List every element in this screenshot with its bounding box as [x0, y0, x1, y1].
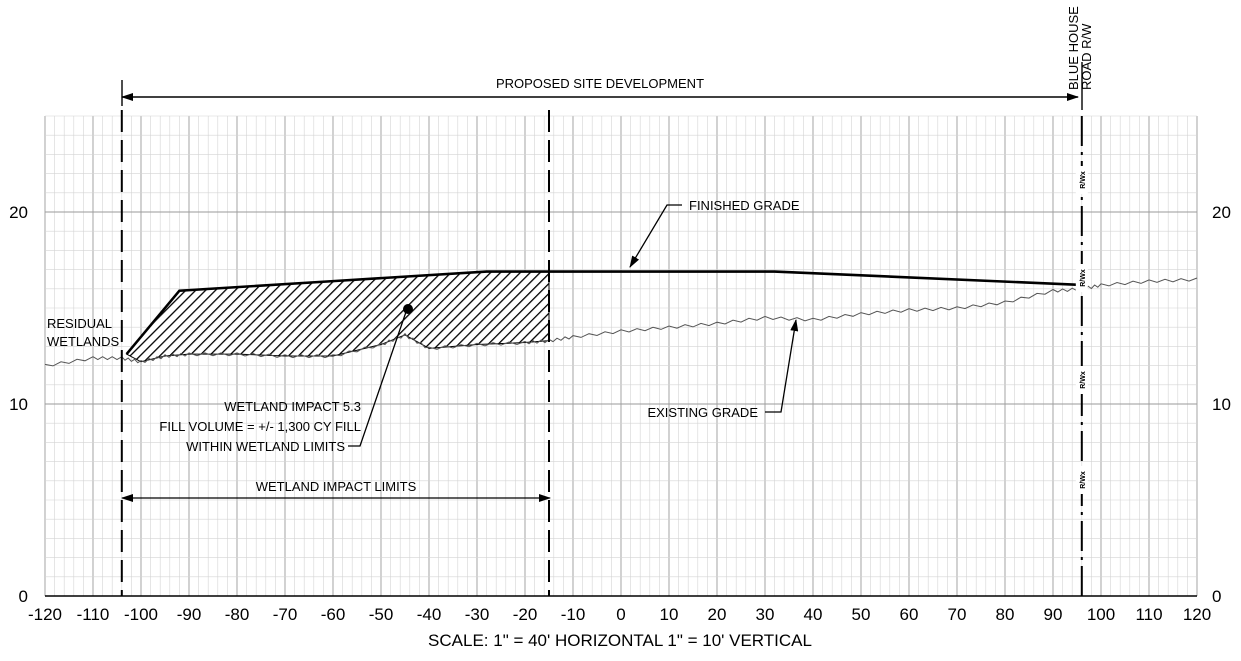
existing-grade-callout: EXISTING GRADE — [647, 320, 796, 420]
x-tick-label: -90 — [177, 605, 202, 624]
site-development-dimension: PROPOSED SITE DEVELOPMENT — [122, 76, 1078, 106]
grid — [45, 116, 1197, 596]
x-tick-label: -80 — [225, 605, 250, 624]
y-tick-label-right: 20 — [1212, 203, 1231, 222]
x-tick-label: -20 — [513, 605, 538, 624]
fill-area-marker — [403, 304, 413, 314]
x-tick-label: -10 — [561, 605, 586, 624]
site-development-label: PROPOSED SITE DEVELOPMENT — [496, 76, 704, 91]
x-tick-label: 0 — [616, 605, 625, 624]
x-tick-label: 110 — [1135, 605, 1162, 624]
y-tick-label-left: 20 — [9, 203, 28, 222]
fill-area — [127, 272, 549, 362]
finished-grade-label: FINISHED GRADE — [689, 198, 800, 213]
x-tick-label: 50 — [852, 605, 871, 624]
impact-note-line2: FILL VOLUME = +/- 1,300 CY FILL — [159, 419, 361, 434]
x-tick-label: -100 — [124, 605, 158, 624]
x-tick-label: -60 — [321, 605, 346, 624]
x-tick-label: -110 — [77, 605, 110, 624]
impact-limits-dimension: WETLAND IMPACT LIMITS — [122, 479, 550, 498]
x-tick-label: 70 — [948, 605, 967, 624]
row-marker-label: R/Wx — [1080, 471, 1087, 489]
row-marker-label: R/Wx — [1080, 171, 1087, 189]
x-tick-label: 100 — [1087, 605, 1115, 624]
row-marker-label: R/Wx — [1080, 269, 1087, 287]
x-tick-label: 40 — [804, 605, 823, 624]
residual-wetlands-line2: WETLANDS — [47, 334, 120, 349]
x-tick-label: -30 — [465, 605, 490, 624]
x-tick-label: -70 — [273, 605, 298, 624]
impact-note-line3: WITHIN WETLAND LIMITS — [186, 439, 345, 454]
y-tick-label-right: 10 — [1212, 395, 1231, 414]
row-label-line2: ROAD R/W — [1079, 23, 1094, 90]
x-tick-label: 30 — [756, 605, 775, 624]
fill-area-hatch — [127, 272, 549, 362]
x-tick-label: 20 — [708, 605, 727, 624]
existing-grade-label: EXISTING GRADE — [647, 405, 758, 420]
row-marker-label: R/Wx — [1080, 371, 1087, 389]
x-tick-label: 90 — [1044, 605, 1063, 624]
x-tick-label: 120 — [1183, 605, 1211, 624]
x-tick-label: -50 — [369, 605, 394, 624]
x-tick-label: 80 — [996, 605, 1015, 624]
y-tick-label-left: 10 — [9, 395, 28, 414]
x-tick-label: 60 — [900, 605, 919, 624]
x-tick-label: -120 — [28, 605, 62, 624]
x-tick-label: 10 — [660, 605, 679, 624]
x-tick-label: -40 — [417, 605, 442, 624]
row-label: BLUE HOUSE ROAD R/W — [1066, 6, 1094, 90]
impact-note-line1: WETLAND IMPACT 5.3 — [224, 399, 361, 414]
y-tick-label-left: 0 — [19, 587, 28, 606]
y-tick-label-right: 0 — [1212, 587, 1221, 606]
scale-note: SCALE: 1" = 40' HORIZONTAL 1" = 10' VERT… — [428, 631, 812, 650]
residual-wetlands-line1: RESIDUAL — [47, 316, 112, 331]
impact-limits-label: WETLAND IMPACT LIMITS — [256, 479, 417, 494]
axis-tick-labels: -120 -110 -100 -90 -80 -70 -60 -50 -40 -30 -20 -10 0… — [9, 203, 1231, 624]
